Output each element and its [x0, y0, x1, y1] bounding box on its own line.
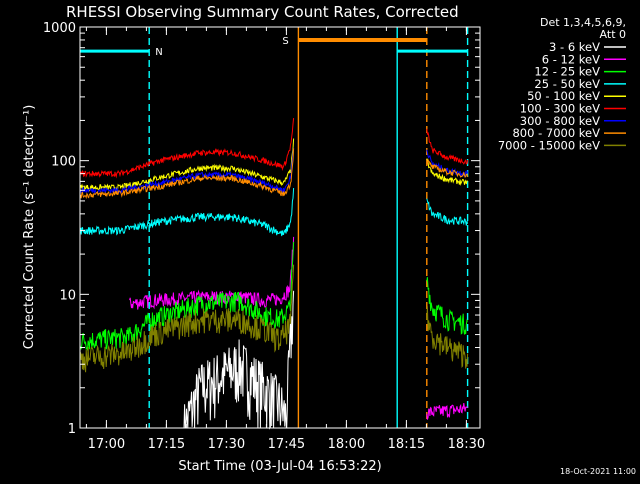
- y-tick-label-0: 1: [68, 422, 76, 437]
- series-line-2-seg-1: [426, 277, 469, 335]
- plot-frame: [79, 26, 481, 429]
- legend-label-4: 50 - 100 keV: [527, 89, 600, 103]
- x-tick-label-1: 17:15: [148, 437, 185, 452]
- legend-label-8: 7000 - 15000 keV: [498, 138, 600, 152]
- footer-timestamp: 18-Oct-2021 11:00: [560, 467, 636, 476]
- night-flag-label-0: N: [155, 47, 162, 58]
- legend-label-7: 800 - 7000 keV: [512, 126, 600, 140]
- plot-area: SN: [79, 27, 469, 430]
- y-tick-label-2: 100: [51, 155, 76, 170]
- flare-flag-label: S: [282, 36, 288, 47]
- x-tick-label-3: 17:45: [268, 437, 305, 452]
- series-line-1-seg-1: [426, 403, 468, 420]
- series-line-6-seg-1: [426, 149, 469, 178]
- y-axis-label: Corrected Count Rate (s⁻¹ detector⁻¹): [22, 105, 37, 350]
- x-tick-label-5: 18:15: [388, 437, 425, 452]
- legend-label-1: 6 - 12 keV: [542, 52, 600, 66]
- series-line-8-seg-1: [426, 306, 469, 369]
- series-line-6-seg-0: [79, 147, 295, 195]
- series-line-0-seg-0: [183, 290, 295, 430]
- x-tick-label-2: 17:30: [208, 437, 245, 452]
- x-tick-label-6: 18:30: [448, 437, 485, 452]
- series-line-8-seg-0: [79, 264, 295, 373]
- x-axis-label: Start Time (03-Jul-04 16:53:22): [178, 459, 381, 474]
- y-tick-label-3: 1000: [43, 21, 76, 36]
- chart-title: RHESSI Observing Summary Count Rates, Co…: [66, 3, 459, 21]
- legend-label-6: 300 - 800 keV: [520, 114, 600, 128]
- series-line-3-seg-0: [79, 187, 295, 237]
- series-line-3-seg-1: [426, 198, 469, 226]
- x-tick-label-4: 18:00: [328, 437, 365, 452]
- series-line-7-seg-1: [426, 158, 469, 178]
- legend-header: Det 1,3,4,5,6,9,Att 0: [540, 16, 626, 41]
- legend-label-5: 100 - 300 keV: [520, 102, 600, 116]
- series-line-1-seg-0: [129, 236, 295, 310]
- series-line-5-seg-1: [426, 128, 469, 165]
- series-line-2-seg-0: [79, 241, 295, 351]
- x-tick-label-0: 17:00: [88, 437, 125, 452]
- legend-label-2: 12 - 25 keV: [534, 65, 600, 79]
- y-tick-label-1: 10: [59, 288, 76, 303]
- legend-header-line-2: Att 0: [600, 28, 626, 41]
- series-line-7-seg-0: [79, 148, 295, 200]
- series-line-4-seg-1: [426, 158, 468, 186]
- legend-label-0: 3 - 6 keV: [549, 40, 600, 54]
- series-line-5-seg-0: [79, 118, 295, 179]
- legend-header-line-1: Det 1,3,4,5,6,9,: [540, 16, 626, 29]
- legend-label-3: 25 - 50 keV: [534, 77, 600, 91]
